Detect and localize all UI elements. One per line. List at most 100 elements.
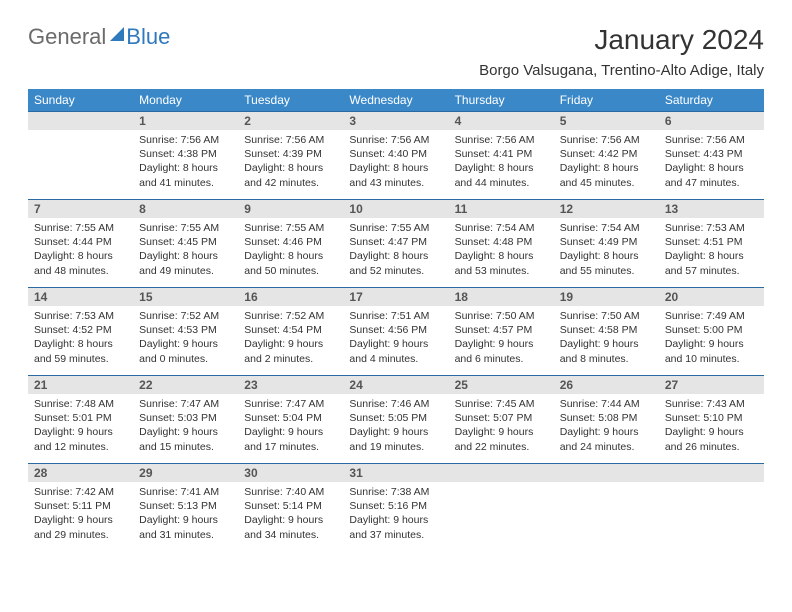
daylight-line2: and 19 minutes. [349,440,442,454]
daylight-line2: and 12 minutes. [34,440,127,454]
weekday-header: Wednesday [343,89,448,112]
day-number: 9 [238,200,343,218]
daylight-line2: and 44 minutes. [455,176,548,190]
brand-logo: General Blue [28,24,170,50]
day-body: Sunrise: 7:54 AMSunset: 4:49 PMDaylight:… [554,218,659,282]
sunset-line: Sunset: 5:11 PM [34,499,127,513]
day-body: Sunrise: 7:49 AMSunset: 5:00 PMDaylight:… [659,306,764,370]
day-body: Sunrise: 7:56 AMSunset: 4:40 PMDaylight:… [343,130,448,194]
sunrise-line: Sunrise: 7:56 AM [560,133,653,147]
sunset-line: Sunset: 4:43 PM [665,147,758,161]
day-number: 3 [343,112,448,130]
sunrise-line: Sunrise: 7:49 AM [665,309,758,323]
day-body: Sunrise: 7:47 AMSunset: 5:03 PMDaylight:… [133,394,238,458]
daylight-line1: Daylight: 8 hours [139,249,232,263]
daylight-line2: and 29 minutes. [34,528,127,542]
day-number: 11 [449,200,554,218]
sunrise-line: Sunrise: 7:47 AM [244,397,337,411]
title-block: January 2024 Borgo Valsugana, Trentino-A… [479,24,764,79]
sunset-line: Sunset: 4:39 PM [244,147,337,161]
calendar-cell: 15Sunrise: 7:52 AMSunset: 4:53 PMDayligh… [133,288,238,376]
daylight-line1: Daylight: 9 hours [665,425,758,439]
sunset-line: Sunset: 5:08 PM [560,411,653,425]
calendar-cell: 21Sunrise: 7:48 AMSunset: 5:01 PMDayligh… [28,376,133,464]
calendar-cell: 6Sunrise: 7:56 AMSunset: 4:43 PMDaylight… [659,112,764,200]
day-body: Sunrise: 7:56 AMSunset: 4:43 PMDaylight:… [659,130,764,194]
calendar-week-row: 28Sunrise: 7:42 AMSunset: 5:11 PMDayligh… [28,464,764,552]
day-number: 17 [343,288,448,306]
sunset-line: Sunset: 4:51 PM [665,235,758,249]
daylight-line1: Daylight: 9 hours [244,337,337,351]
sunset-line: Sunset: 4:48 PM [455,235,548,249]
daylight-line1: Daylight: 9 hours [34,425,127,439]
calendar-cell: 24Sunrise: 7:46 AMSunset: 5:05 PMDayligh… [343,376,448,464]
day-body: Sunrise: 7:55 AMSunset: 4:44 PMDaylight:… [28,218,133,282]
brand-part1: General [28,24,106,50]
day-body: Sunrise: 7:53 AMSunset: 4:51 PMDaylight:… [659,218,764,282]
day-number: 16 [238,288,343,306]
day-body: Sunrise: 7:52 AMSunset: 4:54 PMDaylight:… [238,306,343,370]
calendar-cell: 22Sunrise: 7:47 AMSunset: 5:03 PMDayligh… [133,376,238,464]
sunset-line: Sunset: 5:03 PM [139,411,232,425]
sunset-line: Sunset: 5:16 PM [349,499,442,513]
daylight-line2: and 37 minutes. [349,528,442,542]
calendar-cell: 26Sunrise: 7:44 AMSunset: 5:08 PMDayligh… [554,376,659,464]
calendar-cell [28,112,133,200]
daylight-line1: Daylight: 8 hours [34,337,127,351]
calendar-body: 1Sunrise: 7:56 AMSunset: 4:38 PMDaylight… [28,112,764,552]
calendar-cell: 4Sunrise: 7:56 AMSunset: 4:41 PMDaylight… [449,112,554,200]
day-number: 25 [449,376,554,394]
calendar-week-row: 7Sunrise: 7:55 AMSunset: 4:44 PMDaylight… [28,200,764,288]
day-number: 1 [133,112,238,130]
daylight-line1: Daylight: 8 hours [139,161,232,175]
daylight-line2: and 49 minutes. [139,264,232,278]
day-number: 13 [659,200,764,218]
calendar-cell: 14Sunrise: 7:53 AMSunset: 4:52 PMDayligh… [28,288,133,376]
sunset-line: Sunset: 4:58 PM [560,323,653,337]
day-number-empty [449,464,554,482]
calendar-cell: 13Sunrise: 7:53 AMSunset: 4:51 PMDayligh… [659,200,764,288]
calendar-cell: 8Sunrise: 7:55 AMSunset: 4:45 PMDaylight… [133,200,238,288]
daylight-line1: Daylight: 8 hours [455,249,548,263]
sunrise-line: Sunrise: 7:51 AM [349,309,442,323]
daylight-line2: and 6 minutes. [455,352,548,366]
day-number: 21 [28,376,133,394]
daylight-line1: Daylight: 9 hours [560,425,653,439]
day-number: 8 [133,200,238,218]
day-number: 6 [659,112,764,130]
daylight-line2: and 55 minutes. [560,264,653,278]
calendar-cell: 17Sunrise: 7:51 AMSunset: 4:56 PMDayligh… [343,288,448,376]
calendar-cell: 29Sunrise: 7:41 AMSunset: 5:13 PMDayligh… [133,464,238,552]
calendar-cell: 2Sunrise: 7:56 AMSunset: 4:39 PMDaylight… [238,112,343,200]
calendar-week-row: 14Sunrise: 7:53 AMSunset: 4:52 PMDayligh… [28,288,764,376]
day-body: Sunrise: 7:42 AMSunset: 5:11 PMDaylight:… [28,482,133,546]
sunrise-line: Sunrise: 7:53 AM [34,309,127,323]
calendar-week-row: 21Sunrise: 7:48 AMSunset: 5:01 PMDayligh… [28,376,764,464]
calendar-cell: 12Sunrise: 7:54 AMSunset: 4:49 PMDayligh… [554,200,659,288]
daylight-line1: Daylight: 9 hours [349,513,442,527]
sunset-line: Sunset: 5:05 PM [349,411,442,425]
daylight-line2: and 57 minutes. [665,264,758,278]
daylight-line2: and 10 minutes. [665,352,758,366]
calendar-cell: 3Sunrise: 7:56 AMSunset: 4:40 PMDaylight… [343,112,448,200]
daylight-line1: Daylight: 8 hours [349,249,442,263]
daylight-line1: Daylight: 8 hours [244,249,337,263]
day-body: Sunrise: 7:45 AMSunset: 5:07 PMDaylight:… [449,394,554,458]
weekday-header: Saturday [659,89,764,112]
calendar-cell: 20Sunrise: 7:49 AMSunset: 5:00 PMDayligh… [659,288,764,376]
sunset-line: Sunset: 4:49 PM [560,235,653,249]
calendar-cell: 7Sunrise: 7:55 AMSunset: 4:44 PMDaylight… [28,200,133,288]
daylight-line2: and 45 minutes. [560,176,653,190]
sunrise-line: Sunrise: 7:40 AM [244,485,337,499]
day-number: 31 [343,464,448,482]
calendar-cell: 16Sunrise: 7:52 AMSunset: 4:54 PMDayligh… [238,288,343,376]
day-number: 15 [133,288,238,306]
daylight-line2: and 17 minutes. [244,440,337,454]
calendar-cell: 31Sunrise: 7:38 AMSunset: 5:16 PMDayligh… [343,464,448,552]
header-row: General Blue January 2024 Borgo Valsugan… [28,24,764,79]
day-number: 5 [554,112,659,130]
day-number-empty [28,112,133,130]
day-body: Sunrise: 7:56 AMSunset: 4:42 PMDaylight:… [554,130,659,194]
sunrise-line: Sunrise: 7:53 AM [665,221,758,235]
sunset-line: Sunset: 5:14 PM [244,499,337,513]
